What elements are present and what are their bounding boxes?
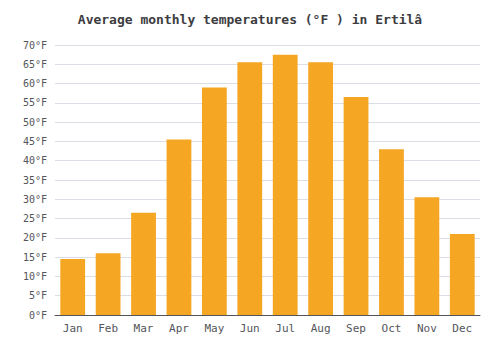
svg-text:25°F: 25°F [23, 213, 47, 224]
svg-text:55°F: 55°F [23, 97, 47, 108]
svg-text:5°F: 5°F [29, 290, 47, 301]
svg-text:Jul: Jul [275, 322, 295, 335]
svg-text:45°F: 45°F [23, 136, 47, 147]
svg-text:Mar: Mar [134, 322, 154, 335]
svg-text:15°F: 15°F [23, 252, 47, 263]
svg-text:Jun: Jun [240, 322, 260, 335]
svg-text:Nov: Nov [417, 322, 437, 335]
svg-text:Oct: Oct [382, 322, 402, 335]
svg-text:70°F: 70°F [23, 40, 47, 51]
svg-text:35°F: 35°F [23, 175, 47, 186]
svg-text:60°F: 60°F [23, 78, 47, 89]
svg-text:65°F: 65°F [23, 59, 47, 70]
svg-text:Jan: Jan [63, 322, 83, 335]
svg-text:10°F: 10°F [23, 271, 47, 282]
svg-text:30°F: 30°F [23, 194, 47, 205]
svg-text:20°F: 20°F [23, 232, 47, 243]
svg-text:Sep: Sep [346, 322, 366, 335]
svg-text:May: May [204, 322, 224, 335]
svg-text:50°F: 50°F [23, 117, 47, 128]
svg-text:Apr: Apr [169, 322, 189, 335]
svg-text:40°F: 40°F [23, 155, 47, 166]
svg-text:Average monthly temperatures (: Average monthly temperatures (°F ) in Er… [78, 12, 423, 27]
svg-text:Dec: Dec [452, 322, 472, 335]
svg-text:Aug: Aug [311, 322, 331, 335]
svg-text:0°F: 0°F [29, 310, 47, 321]
svg-text:Feb: Feb [98, 322, 118, 335]
